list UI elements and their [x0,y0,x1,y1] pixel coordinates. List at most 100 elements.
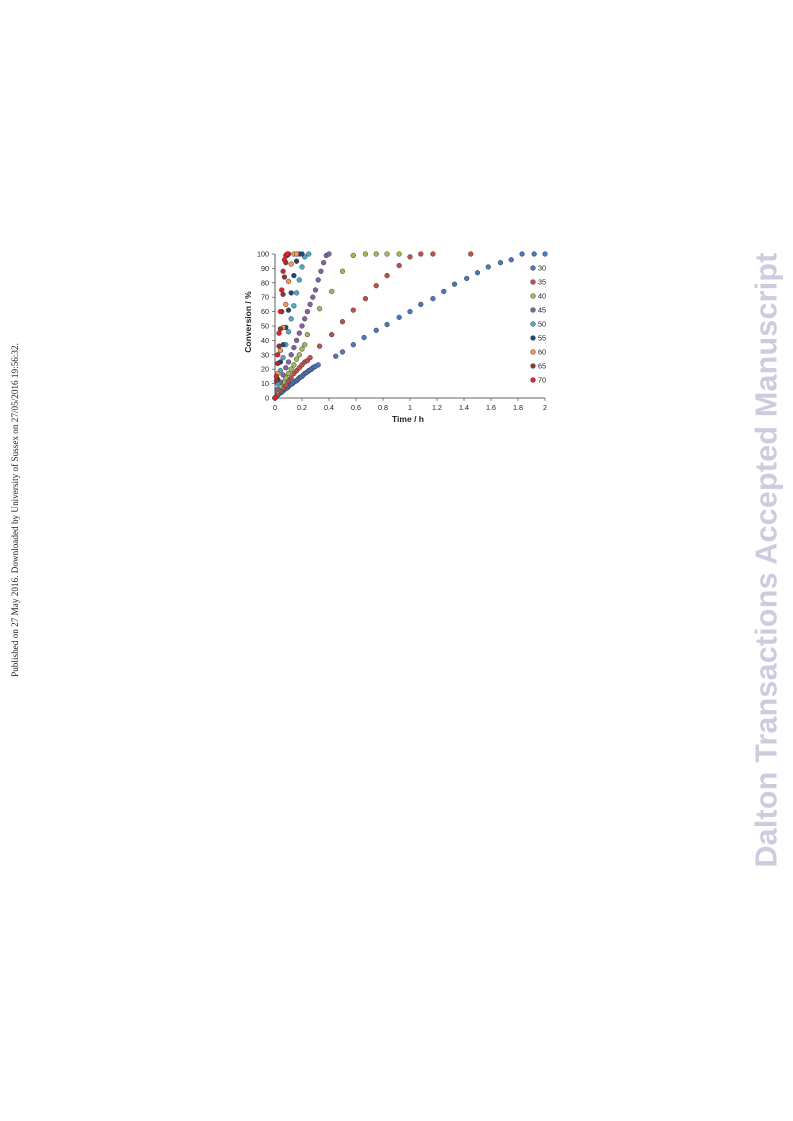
series-70 [272,251,290,401]
data-point [276,343,282,349]
data-point [474,270,481,276]
axes [272,253,546,401]
legend-label: 70 [538,376,546,385]
legend-item-60: 60 [530,348,546,357]
data-point [362,296,369,302]
data-point [280,355,286,361]
data-point [291,362,297,368]
data-point [464,275,470,282]
data-point [312,287,319,293]
x-tick-label: 1 [408,403,412,412]
legend-item-65: 65 [530,362,546,371]
legend-marker [530,293,536,299]
data-point [407,308,413,315]
legend-marker [530,321,536,327]
y-tick-label: 90 [261,264,269,273]
data-point [468,251,474,257]
data-point [285,359,292,365]
data-point [373,327,379,333]
legend-label: 65 [538,362,546,371]
data-point [299,346,305,352]
data-point [384,272,390,279]
data-point [304,332,311,338]
data-point [288,352,294,358]
data-point [285,278,292,284]
data-point [326,251,332,257]
x-tick-label: 1.8 [513,403,523,412]
data-point [350,307,356,313]
data-point [350,342,356,348]
x-tick-label: 2 [543,403,547,412]
data-point [299,251,305,257]
data-point [293,337,300,344]
data-point [272,395,278,401]
data-point [280,268,286,274]
data-point [293,290,300,296]
data-point [275,352,281,358]
legend-item-30: 30 [530,264,546,273]
data-point [316,343,323,349]
data-point [296,352,302,358]
data-point [280,372,286,378]
tick-labels: 0 0.2 0.4 0.6 0.8 1 1.2 1.4 1.6 1.8 20102030405060… [257,250,547,413]
conversion-time-chart: 0 0.2 0.4 0.6 0.8 1 1.2 1.4 1.6 1.8 2 0 10 20 30 40 50 60… [240,244,555,426]
y-tick-label: 20 [261,365,269,374]
publication-side-note: Published on 27 May 2016. Downloaded by … [2,310,28,710]
legend-item-70: 70 [530,376,546,385]
data-point [291,303,297,309]
data-point [329,288,335,295]
legend-label: 35 [538,278,546,287]
data-point [291,272,297,279]
data-point [277,308,284,315]
x-tick-label: 1.4 [459,403,469,412]
data-point [485,264,491,270]
legend-marker [530,265,536,271]
journal-watermark: Dalton Transactions Accepted Manuscript [744,236,790,884]
data-point [277,347,284,354]
series-45 [272,251,332,401]
legend-item-40: 40 [530,292,546,301]
data-point [430,296,436,302]
data-point [296,277,302,283]
x-tick-label: 1.2 [432,403,442,412]
data-point [293,356,300,362]
data-point [396,251,402,257]
data-points [272,251,548,401]
data-point [280,291,286,297]
publication-note-text: Published on 27 May 2016. Downloaded by … [10,343,20,677]
x-tick-label: 1.6 [486,403,496,412]
data-point [273,378,279,384]
data-point [288,375,294,381]
data-point [418,301,424,308]
data-point [275,360,281,367]
data-point [276,330,282,336]
x-tick-label: 0.4 [324,403,334,412]
data-point [304,308,311,315]
legend-label: 55 [538,334,546,343]
legend-marker [530,335,536,341]
data-point [396,314,402,320]
data-point [407,254,413,260]
data-point [333,353,339,359]
legend-item-55: 55 [530,334,546,343]
legend-item-45: 45 [530,306,546,315]
data-point [441,288,447,295]
data-point [275,386,281,392]
x-axis-title: Time / h [392,414,424,424]
series-30 [272,251,548,401]
legend-item-35: 35 [530,278,546,287]
data-point [329,332,335,338]
data-point [273,373,279,380]
data-point [285,329,292,335]
data-point [384,321,390,328]
data-point [362,251,369,257]
data-point [288,261,294,267]
data-point [315,277,321,283]
data-point [318,268,324,274]
data-point [284,251,290,257]
data-point [302,316,308,322]
data-point [302,342,308,348]
legend-item-50: 50 [530,320,546,329]
data-point [373,283,379,289]
y-tick-label: 100 [257,250,269,259]
